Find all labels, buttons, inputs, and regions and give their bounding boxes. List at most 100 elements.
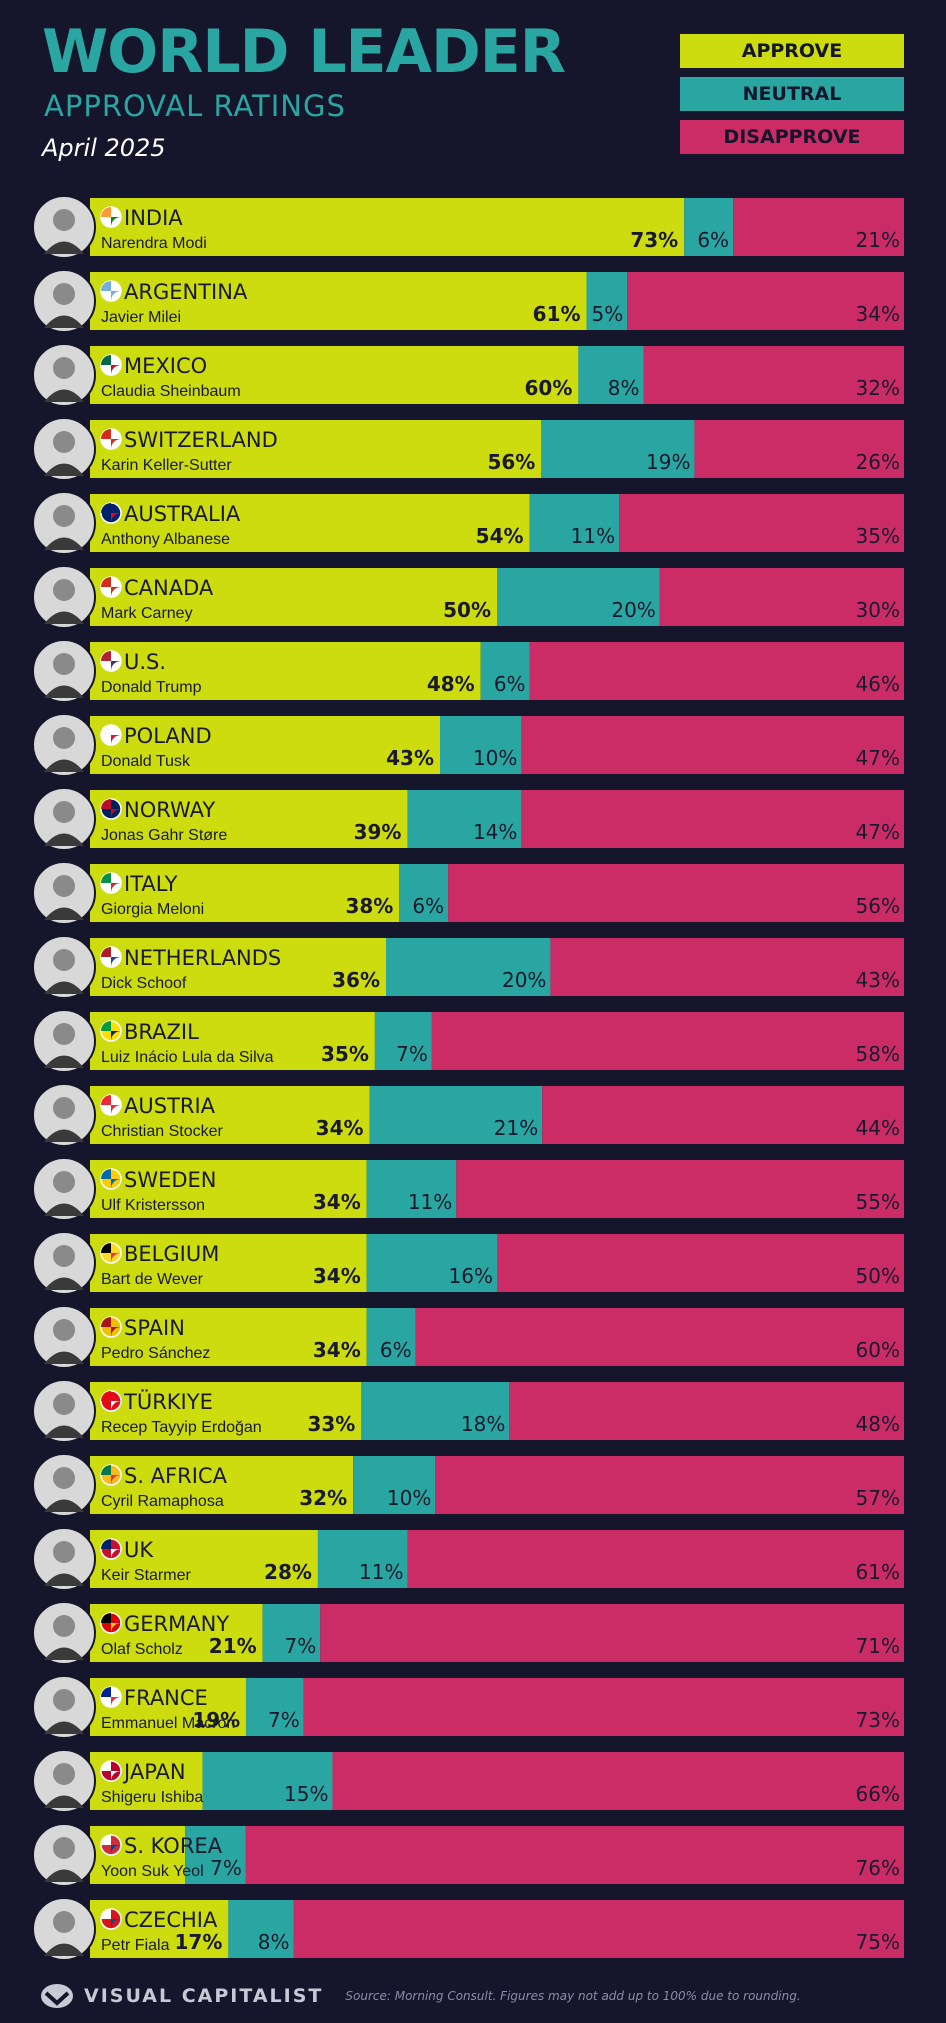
disapprove-bar — [542, 1086, 904, 1144]
disapprove-value-label: 76% — [856, 1856, 900, 1880]
portrait-head — [53, 1689, 75, 1711]
approve-bar — [90, 716, 441, 774]
flag-segment — [101, 1465, 111, 1475]
disapprove-bar — [529, 642, 904, 700]
neutral-bar — [578, 346, 644, 404]
flag-segment — [101, 651, 111, 661]
approve-bar — [90, 1530, 318, 1588]
portrait-head — [53, 1023, 75, 1045]
approve-value-label: 35% — [321, 1042, 369, 1066]
approve-bar — [90, 198, 685, 256]
portrait-head — [53, 727, 75, 749]
leader-label: Christian Stocker — [101, 1123, 223, 1140]
approve-bar — [90, 790, 408, 848]
country-label: JAPAN — [122, 1760, 186, 1784]
portrait-head — [53, 1467, 75, 1489]
disapprove-value-label: 21% — [856, 228, 900, 252]
neutral-value-label: 6% — [494, 672, 526, 696]
country-label: CANADA — [124, 576, 214, 600]
flag-segment — [111, 1105, 121, 1115]
approve-bar — [90, 346, 579, 404]
disapprove-value-label: 55% — [856, 1190, 900, 1214]
disapprove-bar — [509, 1382, 904, 1440]
approve-bar — [90, 1012, 375, 1070]
approve-value-label: 34% — [313, 1264, 361, 1288]
flag-segment — [101, 577, 111, 587]
disapprove-value-label: 58% — [856, 1042, 900, 1066]
approve-value-label: 56% — [487, 450, 535, 474]
disapprove-bar — [456, 1160, 904, 1218]
flag-segment — [111, 883, 121, 893]
neutral-value-label: 10% — [473, 746, 517, 770]
disapprove-bar — [431, 1012, 904, 1070]
leader-label: Shigeru Ishiba — [101, 1789, 203, 1806]
flag-segment — [101, 1021, 111, 1031]
portrait-head — [53, 875, 75, 897]
portrait-head — [53, 1911, 75, 1933]
portrait-shoulders — [44, 1499, 84, 1512]
disapprove-value-label: 73% — [856, 1708, 900, 1732]
neutral-bar — [366, 1160, 457, 1218]
portrait-shoulders — [44, 1203, 84, 1216]
portrait-head — [53, 1245, 75, 1267]
disapprove-value-label: 32% — [856, 376, 900, 400]
approve-bar — [90, 864, 400, 922]
disapprove-bar — [293, 1900, 904, 1958]
disapprove-bar — [643, 346, 904, 404]
flag-segment — [111, 1771, 121, 1781]
country-label: FRANCE — [124, 1686, 208, 1710]
chart-date: April 2025 — [42, 134, 166, 162]
disapprove-value-label: 56% — [856, 894, 900, 918]
country-label: SWITZERLAND — [124, 428, 278, 452]
flag-segment — [101, 1909, 111, 1919]
disapprove-bar — [627, 272, 904, 330]
brand-name: VISUAL CAPITALIST — [84, 1985, 324, 2007]
disapprove-bar — [733, 198, 904, 256]
flag-segment — [101, 947, 111, 957]
neutral-bar — [541, 420, 695, 478]
approve-value-label: 43% — [386, 746, 434, 770]
flag-segment — [101, 873, 111, 883]
country-label: AUSTRIA — [124, 1094, 216, 1118]
approve-value-label: 17% — [175, 1930, 223, 1954]
flag-segment — [101, 207, 111, 217]
flag-segment — [111, 1549, 121, 1559]
neutral-value-label: 7% — [284, 1634, 316, 1658]
approve-bar — [90, 1456, 354, 1514]
leader-label: Yoon Suk Yeol — [101, 1863, 204, 1880]
neutral-value-label: 5% — [592, 302, 624, 326]
flag-segment — [101, 1095, 111, 1105]
country-label: POLAND — [124, 724, 212, 748]
neutral-value-label: 11% — [359, 1560, 403, 1584]
flag-segment — [111, 957, 121, 967]
portrait-shoulders — [44, 907, 84, 920]
portrait-shoulders — [44, 685, 84, 698]
portrait-shoulders — [44, 981, 84, 994]
disapprove-bar — [521, 790, 904, 848]
disapprove-value-label: 71% — [856, 1634, 900, 1658]
approve-value-label: 60% — [525, 376, 573, 400]
country-label: AUSTRALIA — [124, 502, 241, 526]
approve-value-label: 32% — [299, 1486, 347, 1510]
portrait-shoulders — [44, 241, 84, 254]
leader-label: Donald Tusk — [101, 753, 191, 770]
country-label: ARGENTINA — [124, 280, 248, 304]
neutral-bar — [529, 494, 620, 552]
leader-label: Petr Fiala — [101, 1937, 170, 1954]
neutral-value-label: 16% — [449, 1264, 493, 1288]
neutral-value-label: 11% — [571, 524, 615, 548]
flag-segment — [111, 439, 121, 449]
disapprove-value-label: 66% — [856, 1782, 900, 1806]
leader-label: Emmanuel Macron — [101, 1715, 235, 1732]
disapprove-bar — [303, 1678, 904, 1736]
disapprove-value-label: 47% — [856, 746, 900, 770]
country-label: U.S. — [124, 650, 166, 674]
leader-label: Karin Keller-Sutter — [101, 457, 232, 474]
portrait-head — [53, 357, 75, 379]
approve-bar — [90, 420, 542, 478]
neutral-value-label: 20% — [502, 968, 546, 992]
approve-bar — [90, 1604, 263, 1662]
portrait-head — [53, 1097, 75, 1119]
flag-segment — [111, 1253, 121, 1263]
disapprove-value-label: 44% — [856, 1116, 900, 1140]
